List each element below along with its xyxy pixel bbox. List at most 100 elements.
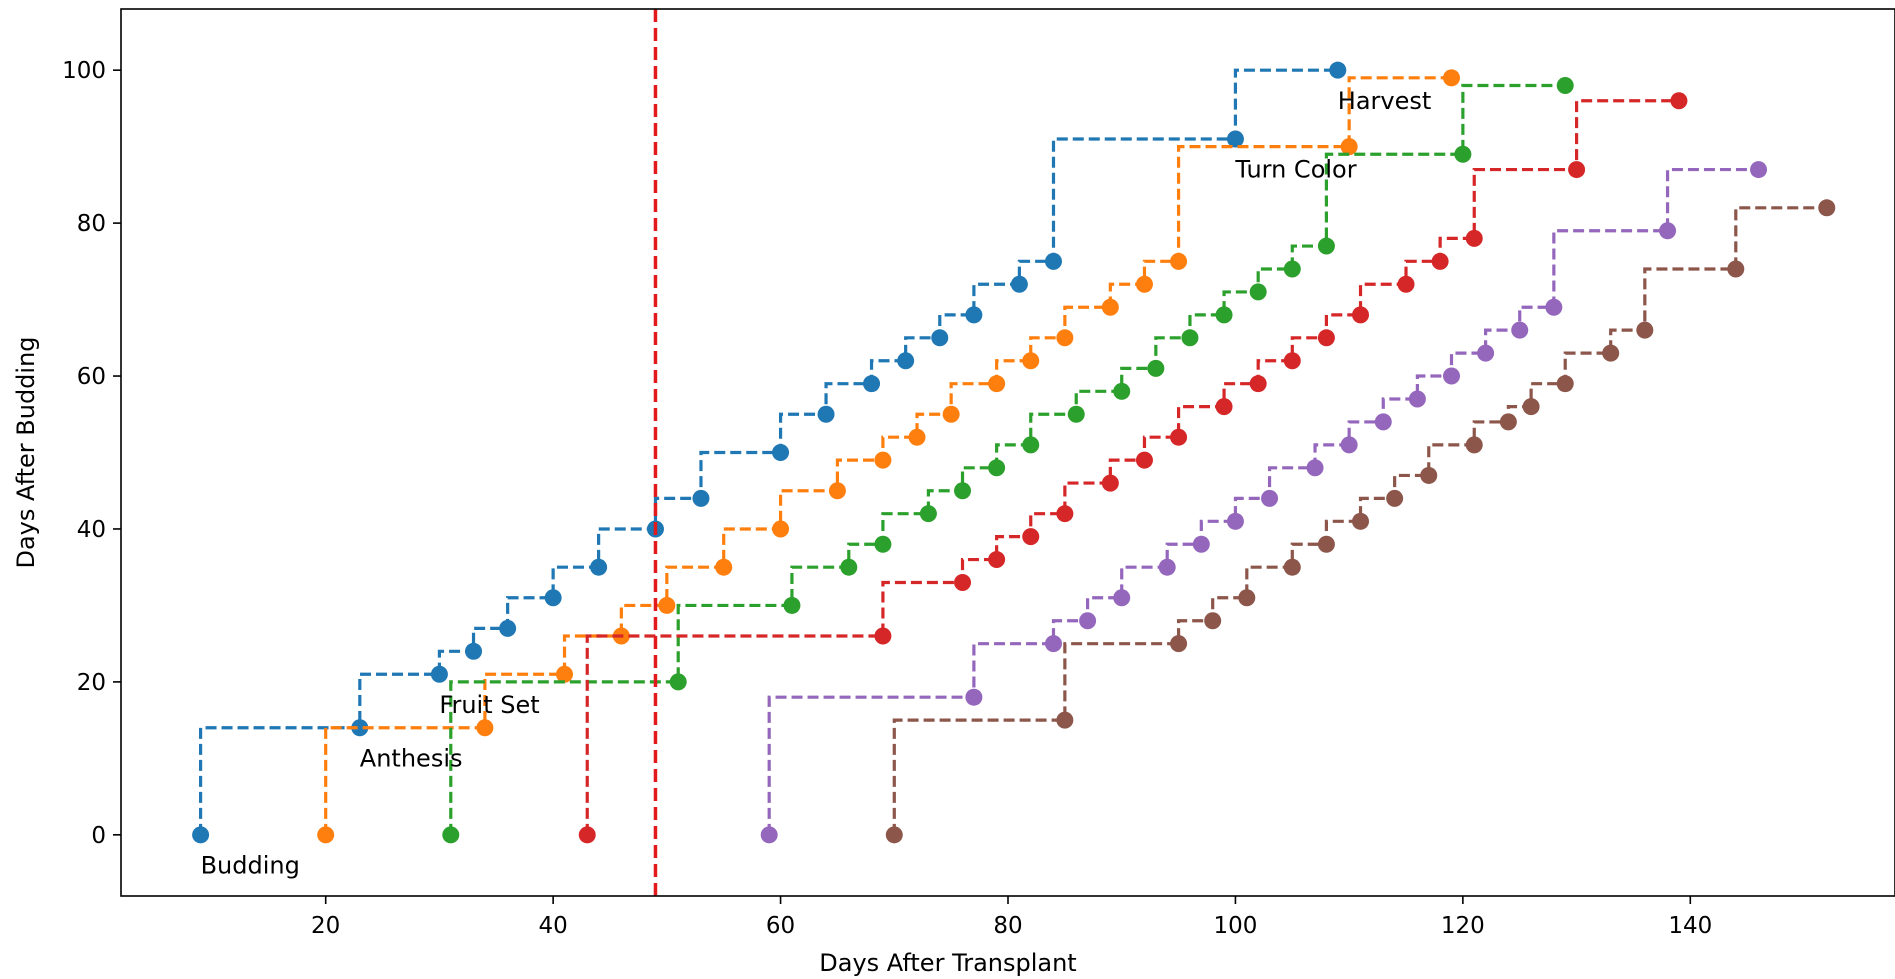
data-point-s6-17 — [1727, 260, 1745, 278]
y-tick-label: 20 — [77, 670, 106, 696]
data-point-s6-14 — [1556, 375, 1574, 393]
data-point-s1-17 — [1044, 252, 1062, 270]
data-point-s3-16 — [1283, 260, 1301, 278]
data-point-s1-10 — [772, 444, 790, 461]
data-point-s2-17 — [1170, 252, 1188, 270]
data-point-s5-2 — [965, 688, 983, 706]
x-axis-title: Days After Transplant — [819, 949, 1076, 977]
data-point-s3-19 — [1556, 76, 1574, 94]
data-point-s4-19 — [1670, 92, 1688, 110]
data-point-s3-1 — [442, 826, 460, 844]
data-point-s2-19 — [1443, 69, 1460, 87]
annotations: Budding Anthesis Fruit Set Turn Color Harves… — [201, 87, 1432, 880]
series-line-4 — [585, 99, 1679, 835]
data-point-s3-9 — [1022, 436, 1040, 454]
data-point-s2-16 — [1135, 275, 1153, 293]
data-point-s4-10 — [1215, 398, 1233, 416]
data-point-s4-18 — [1568, 161, 1586, 179]
data-point-s1-14 — [931, 329, 949, 347]
y-tick-label: 0 — [91, 823, 106, 849]
data-point-s5-14 — [1443, 367, 1460, 385]
data-point-s6-5 — [1238, 589, 1256, 607]
data-point-s5-13 — [1408, 390, 1426, 408]
data-point-s4-14 — [1352, 306, 1370, 324]
axes: 20 40 60 80 100 120 140 0 20 40 60 80 100 Days After … — [12, 8, 1895, 977]
data-point-s2-13 — [1022, 352, 1040, 370]
data-point-s2-14 — [1056, 329, 1074, 347]
data-point-s4-11 — [1249, 375, 1267, 393]
y-tick-label: 100 — [62, 58, 106, 84]
data-point-s6-10 — [1420, 466, 1438, 484]
data-point-s1-13 — [897, 352, 915, 370]
data-point-s4-17 — [1465, 229, 1483, 247]
data-point-s5-9 — [1261, 489, 1279, 507]
data-point-s6-12 — [1499, 413, 1517, 431]
data-point-s3-13 — [1181, 329, 1199, 347]
data-point-s3-5 — [874, 535, 892, 553]
data-point-s3-7 — [954, 482, 972, 500]
data-point-s5-19 — [1750, 161, 1768, 179]
data-point-s3-17 — [1317, 237, 1335, 255]
y-tick-label: 60 — [77, 364, 106, 390]
data-point-s4-7 — [1101, 474, 1119, 492]
data-point-s3-10 — [1067, 405, 1085, 423]
data-point-s4-2 — [874, 627, 892, 645]
data-point-s1-3 — [430, 665, 448, 683]
data-point-s3-14 — [1215, 306, 1233, 324]
data-point-s3-2 — [669, 673, 687, 691]
data-point-s2-1 — [317, 826, 335, 844]
data-point-s2-18 — [1340, 138, 1358, 156]
data-point-s6-7 — [1317, 535, 1335, 553]
data-point-s6-9 — [1386, 489, 1404, 507]
data-point-s4-8 — [1135, 451, 1153, 469]
x-tick-label: 140 — [1668, 913, 1712, 939]
data-point-s4-4 — [988, 551, 1006, 569]
data-point-s1-11 — [817, 405, 835, 423]
data-point-s3-8 — [988, 459, 1006, 477]
plot-area — [192, 9, 1836, 896]
y-axis-title: Days After Budding — [12, 336, 40, 568]
data-point-s4-1 — [578, 826, 596, 844]
data-point-s2-7 — [772, 520, 790, 538]
y-tick-label: 80 — [77, 211, 106, 237]
annotation-fruit-set: Fruit Set — [439, 691, 539, 719]
data-point-s2-15 — [1101, 298, 1119, 316]
data-point-s5-3 — [1044, 635, 1062, 653]
data-point-s1-6 — [544, 589, 562, 607]
data-point-s1-5 — [499, 619, 517, 637]
data-point-s1-12 — [863, 375, 881, 393]
data-point-s6-13 — [1522, 398, 1540, 416]
x-tick-label: 60 — [766, 913, 795, 939]
data-point-s3-18 — [1454, 145, 1472, 163]
data-point-s3-4 — [840, 558, 858, 576]
data-point-s5-4 — [1079, 612, 1097, 630]
data-point-s5-1 — [760, 826, 778, 844]
data-point-s5-8 — [1226, 512, 1244, 530]
x-tick-label: 120 — [1441, 913, 1485, 939]
data-point-s6-3 — [1170, 635, 1188, 653]
data-point-s4-13 — [1317, 329, 1335, 347]
data-point-s6-6 — [1283, 558, 1301, 576]
data-point-s4-9 — [1170, 428, 1188, 446]
data-point-s2-10 — [908, 428, 926, 446]
data-point-s3-15 — [1249, 283, 1267, 301]
x-tick-label: 20 — [311, 913, 340, 939]
data-point-s4-5 — [1022, 528, 1040, 546]
annotation-harvest: Harvest — [1338, 87, 1432, 115]
data-point-s4-15 — [1397, 275, 1415, 293]
data-point-s2-3 — [556, 665, 573, 683]
data-point-s3-12 — [1147, 359, 1165, 377]
annotation-turn-color: Turn Color — [1234, 156, 1356, 184]
data-point-s5-17 — [1545, 298, 1563, 316]
data-point-s2-8 — [828, 482, 846, 500]
data-point-s6-11 — [1465, 436, 1483, 454]
data-point-s5-12 — [1374, 413, 1392, 431]
data-point-s4-6 — [1056, 505, 1074, 523]
data-point-s2-6 — [715, 558, 733, 576]
data-point-s4-16 — [1431, 252, 1449, 270]
x-tick-label: 40 — [538, 913, 567, 939]
annotation-budding: Budding — [201, 851, 300, 879]
data-point-s1-4 — [465, 642, 483, 660]
data-point-s6-8 — [1352, 512, 1370, 530]
